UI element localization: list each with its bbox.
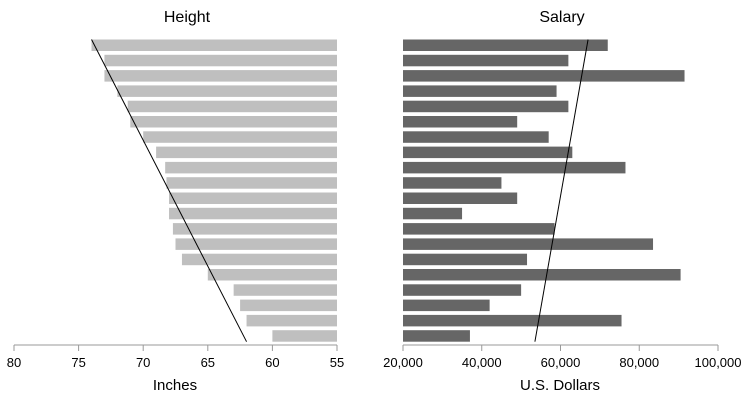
height-bar — [117, 85, 337, 97]
height-bar — [246, 314, 337, 327]
salary-bar — [403, 223, 555, 235]
height-trendline — [91, 39, 248, 342]
salary-bar — [403, 116, 518, 128]
salary-bar — [403, 54, 569, 67]
salary-bar — [403, 146, 573, 159]
height-x-axis-label: Inches — [153, 377, 197, 394]
salary-bar — [403, 161, 626, 174]
salary-bar — [403, 253, 528, 266]
salary-bar — [403, 299, 490, 312]
height-bar — [166, 177, 337, 189]
height-bar — [104, 54, 337, 67]
salary-bar — [403, 39, 608, 51]
height-bar — [156, 146, 337, 159]
height-bar — [169, 192, 337, 204]
salary-bar — [403, 131, 549, 143]
salary-bar — [403, 284, 522, 296]
height-bar — [130, 116, 337, 128]
salary-tick-label: 60,000 — [541, 355, 581, 370]
height-tick-label: 60 — [265, 355, 279, 370]
height-trendline-group — [91, 39, 248, 342]
salary-bar — [403, 85, 557, 97]
height-bar — [172, 223, 337, 235]
height-bar — [165, 161, 337, 174]
height-bar — [175, 238, 337, 250]
salary-bar — [403, 207, 463, 220]
height-bars — [91, 39, 338, 342]
height-tick-label: 75 — [71, 355, 85, 370]
height-panel: Height 80 75 70 65 60 55 Inches — [7, 9, 344, 394]
salary-trendline — [534, 39, 589, 342]
height-tick-label: 70 — [136, 355, 150, 370]
salary-panel: Salary 20,000 40,000 60,000 80,000 100,000 U… — [383, 9, 741, 394]
salary-tick-label: 20,000 — [383, 355, 423, 370]
height-tick-label: 55 — [330, 355, 344, 370]
height-bar — [169, 207, 337, 220]
salary-x-axis-label: U.S. Dollars — [520, 377, 600, 394]
salary-bar — [403, 314, 622, 327]
salary-bars — [403, 39, 685, 342]
height-bar — [91, 39, 338, 51]
salary-bar — [403, 269, 681, 281]
salary-bar — [403, 238, 654, 250]
height-bar — [207, 269, 337, 281]
height-bar — [240, 299, 337, 312]
height-bar — [181, 253, 337, 266]
salary-x-ticks: 20,000 40,000 60,000 80,000 100,000 — [383, 345, 742, 370]
height-bar — [104, 70, 337, 82]
salary-tick-label: 80,000 — [619, 355, 659, 370]
height-tick-label: 65 — [201, 355, 215, 370]
height-tick-label: 80 — [7, 355, 21, 370]
height-chart-title: Height — [164, 9, 211, 26]
salary-trendline-group — [534, 39, 589, 342]
height-bar — [233, 284, 337, 296]
height-bar — [272, 330, 337, 342]
height-bar — [143, 131, 337, 143]
salary-bar — [403, 177, 502, 189]
salary-chart-title: Salary — [539, 9, 584, 26]
salary-bar — [403, 192, 518, 204]
salary-tick-label: 40,000 — [462, 355, 502, 370]
salary-bar — [403, 330, 470, 342]
salary-tick-label: 100,000 — [695, 355, 742, 370]
height-bar — [127, 100, 337, 113]
height-x-ticks: 80 75 70 65 60 55 — [7, 345, 344, 370]
salary-bar — [403, 100, 569, 113]
salary-bar — [403, 70, 685, 82]
